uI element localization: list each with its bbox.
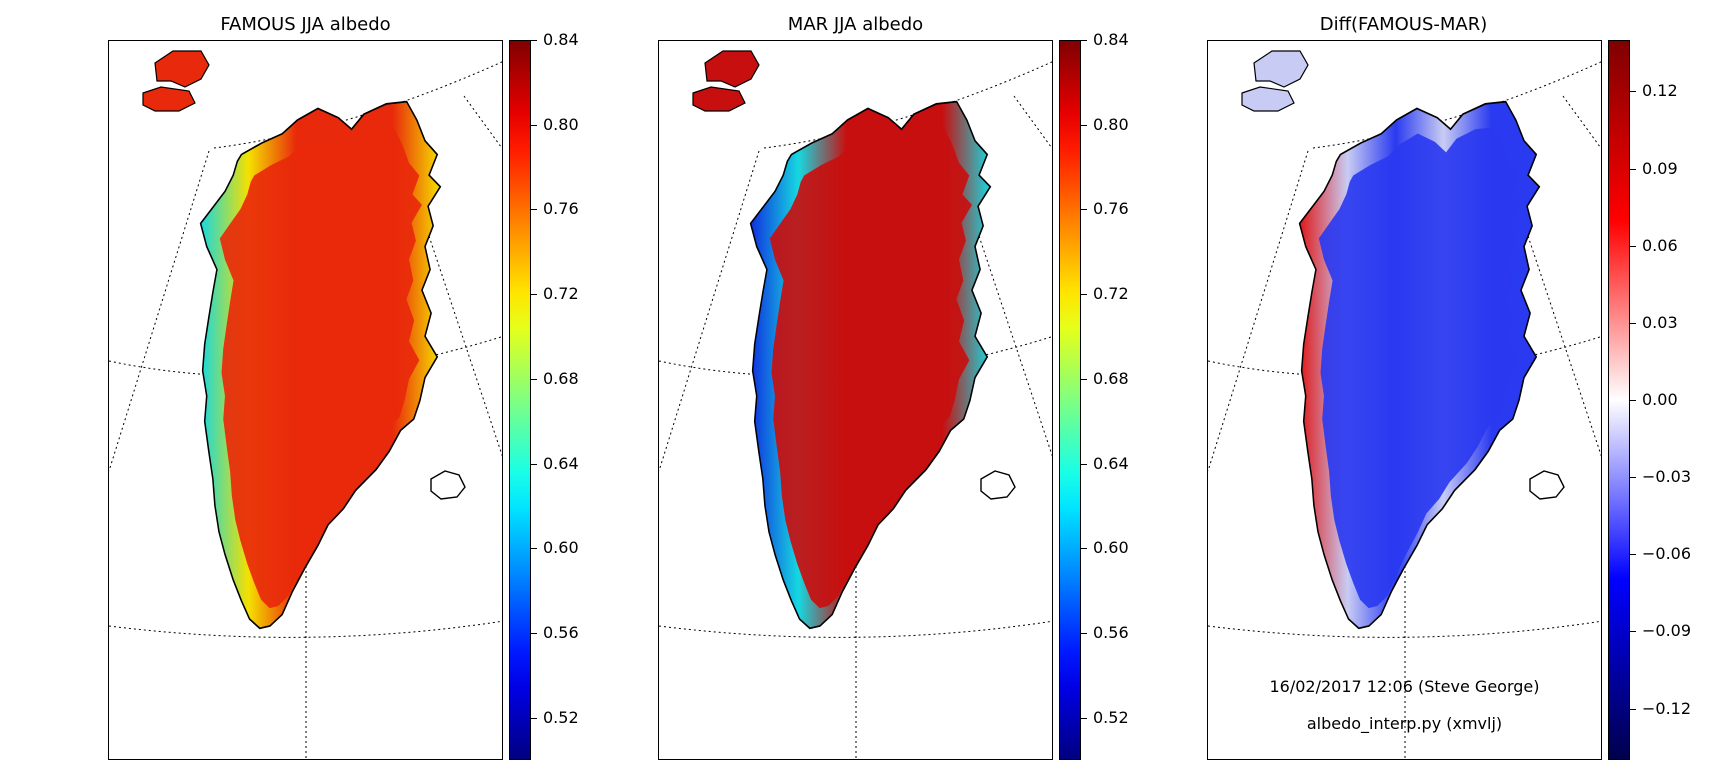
colorbar-tick-label: 0.64 [1081,454,1129,473]
colorbar-tick-label: 0.06 [1630,236,1678,255]
colorbar-tick-label: 0.00 [1630,390,1678,409]
graticule-line [1562,95,1601,150]
panel-title-famous: FAMOUS JJA albedo [220,14,391,35]
colorbar-tick-label: −0.06 [1630,544,1691,563]
ellesmere-patch [1241,86,1295,112]
colorbar-tick-label: 0.84 [531,30,579,49]
colorbar-tick-label: −0.12 [1630,699,1691,718]
colorbar-tick-label: 0.80 [531,115,579,134]
colorbar-tick-label: 0.56 [1081,623,1129,642]
iceland-coastline [1529,470,1565,500]
colorbar-tick-label: 0.09 [1630,159,1678,178]
albedo-field-core [769,127,972,609]
colorbar-tick-label: 0.12 [1630,81,1678,100]
graticule-line [659,620,1052,638]
colorbar-tick-label: −0.09 [1630,621,1691,640]
albedo-field-core [1318,127,1521,609]
colorbar-famous [509,40,531,760]
colorbar-tick-label: 0.72 [1081,284,1129,303]
graticule-line [1208,150,1309,472]
ellesmere-patch [692,86,746,112]
script-note: albedo_interp.py (xmvlj) [1306,714,1503,733]
iceland-coastline [980,470,1016,500]
graticule-line [463,95,502,150]
colorbar-tick-label: 0.76 [1081,199,1129,218]
graticule-line [213,61,502,149]
graticule-line [659,150,760,472]
graticule-line [109,620,502,638]
coastline [1298,100,1541,630]
graticule-line [109,150,210,472]
mar-albedo-map-svg [659,50,1052,759]
colorbar-tick-label: 0.03 [1630,313,1678,332]
colorbar-mar [1059,40,1081,760]
colorbar-tick-label: 0.64 [531,454,579,473]
map-albedo-difference [1207,40,1602,760]
albedo-field-core [219,127,422,609]
colorbar-tick-label: 0.60 [1081,538,1129,557]
ellesmere-patch [704,50,760,88]
colorbar-tick-label: 0.84 [1081,30,1129,49]
coastline [199,100,442,630]
graticule-line [1312,61,1601,149]
graticule-line [763,61,1052,149]
graticule-line [1013,95,1052,150]
colorbar-diff [1608,40,1630,760]
colorbar-tick-label: 0.68 [1081,369,1129,388]
colorbar-tick-label: 0.52 [1081,708,1129,727]
ellesmere-patch [154,50,210,88]
panel-title-diff: Diff(FAMOUS-MAR) [1319,14,1488,35]
colorbar-tick-label: −0.03 [1630,467,1691,486]
ellesmere-patch [1253,50,1309,88]
map-mar-albedo [658,40,1053,760]
iceland-coastline [430,470,466,500]
map-famous-albedo [108,40,503,760]
ellesmere-patch [142,86,196,112]
colorbar-tick-label: 0.52 [531,708,579,727]
albedo-difference-map-svg [1208,50,1601,759]
famous-albedo-map-svg [109,50,502,759]
coastline [749,100,992,630]
panel-title-mar: MAR JJA albedo [787,14,924,35]
colorbar-tick-label: 0.68 [531,369,579,388]
colorbar-tick-label: 0.60 [531,538,579,557]
graticule-line [1208,620,1601,638]
colorbar-tick-label: 0.72 [531,284,579,303]
colorbar-tick-label: 0.80 [1081,115,1129,134]
colorbar-tick-label: 0.56 [531,623,579,642]
timestamp-note: 16/02/2017 12:06 (Steve George) [1269,677,1540,696]
colorbar-tick-label: 0.76 [531,199,579,218]
